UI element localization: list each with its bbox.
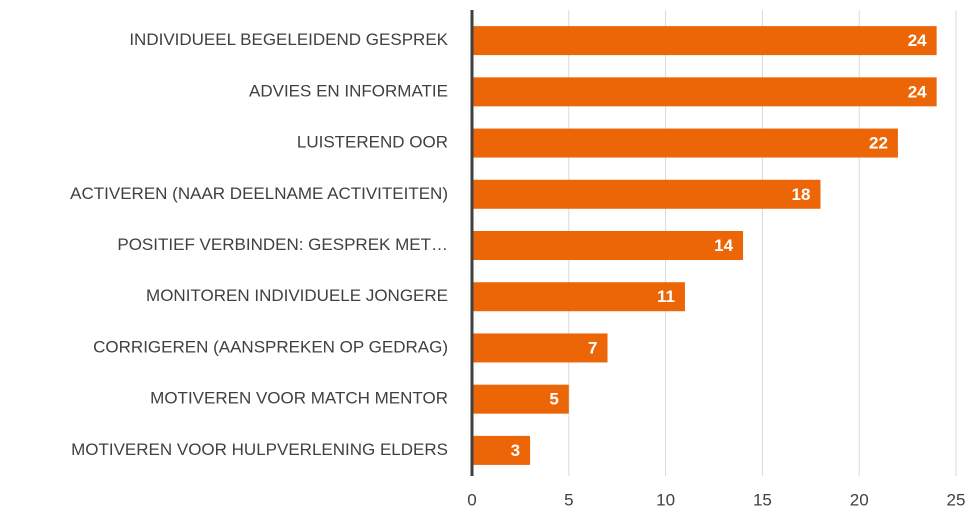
y-tick-label: ACTIVEREN (NAAR DEELNAME ACTIVITEITEN) <box>70 184 448 203</box>
data-label: 11 <box>657 287 675 306</box>
y-tick-label: MOTIVEREN VOOR MATCH MENTOR <box>150 389 448 408</box>
bar <box>472 26 937 56</box>
x-tick-label: 0 <box>467 490 476 509</box>
x-tick-label: 20 <box>850 490 869 509</box>
data-label: 5 <box>549 390 558 409</box>
bar <box>472 435 531 465</box>
bar <box>472 179 821 209</box>
data-label: 14 <box>714 236 733 255</box>
bar <box>472 333 608 363</box>
y-tick-label: MOTIVEREN VOOR HULPVERLENING ELDERS <box>71 440 448 459</box>
data-label: 7 <box>588 338 597 357</box>
y-tick-label: CORRIGEREN (AANSPREKEN OP GEDRAG) <box>93 337 448 356</box>
y-tick-label: INDIVIDUEEL BEGELEIDEND GESPREK <box>129 30 448 49</box>
bar <box>472 128 898 158</box>
data-label: 24 <box>908 82 927 101</box>
bar <box>472 231 744 260</box>
y-tick-label: POSITIEF VERBINDEN: GESPREK MET… <box>117 235 448 254</box>
bar <box>472 384 569 414</box>
data-label: 18 <box>792 185 811 204</box>
y-tick-label: MONITOREN INDIVIDUELE JONGERE <box>146 286 448 305</box>
y-tick-label: LUISTEREND OOR <box>297 133 448 152</box>
data-label: 22 <box>869 134 888 153</box>
bar <box>472 77 937 107</box>
data-label: 24 <box>908 31 927 50</box>
y-tick-label: ADVIES EN INFORMATIE <box>249 81 448 100</box>
bar <box>472 282 685 312</box>
x-tick-label: 25 <box>947 490 966 509</box>
x-tick-label: 15 <box>753 490 772 509</box>
data-label: 3 <box>511 441 520 460</box>
x-tick-label: 5 <box>564 490 573 509</box>
x-tick-label: 10 <box>656 490 675 509</box>
